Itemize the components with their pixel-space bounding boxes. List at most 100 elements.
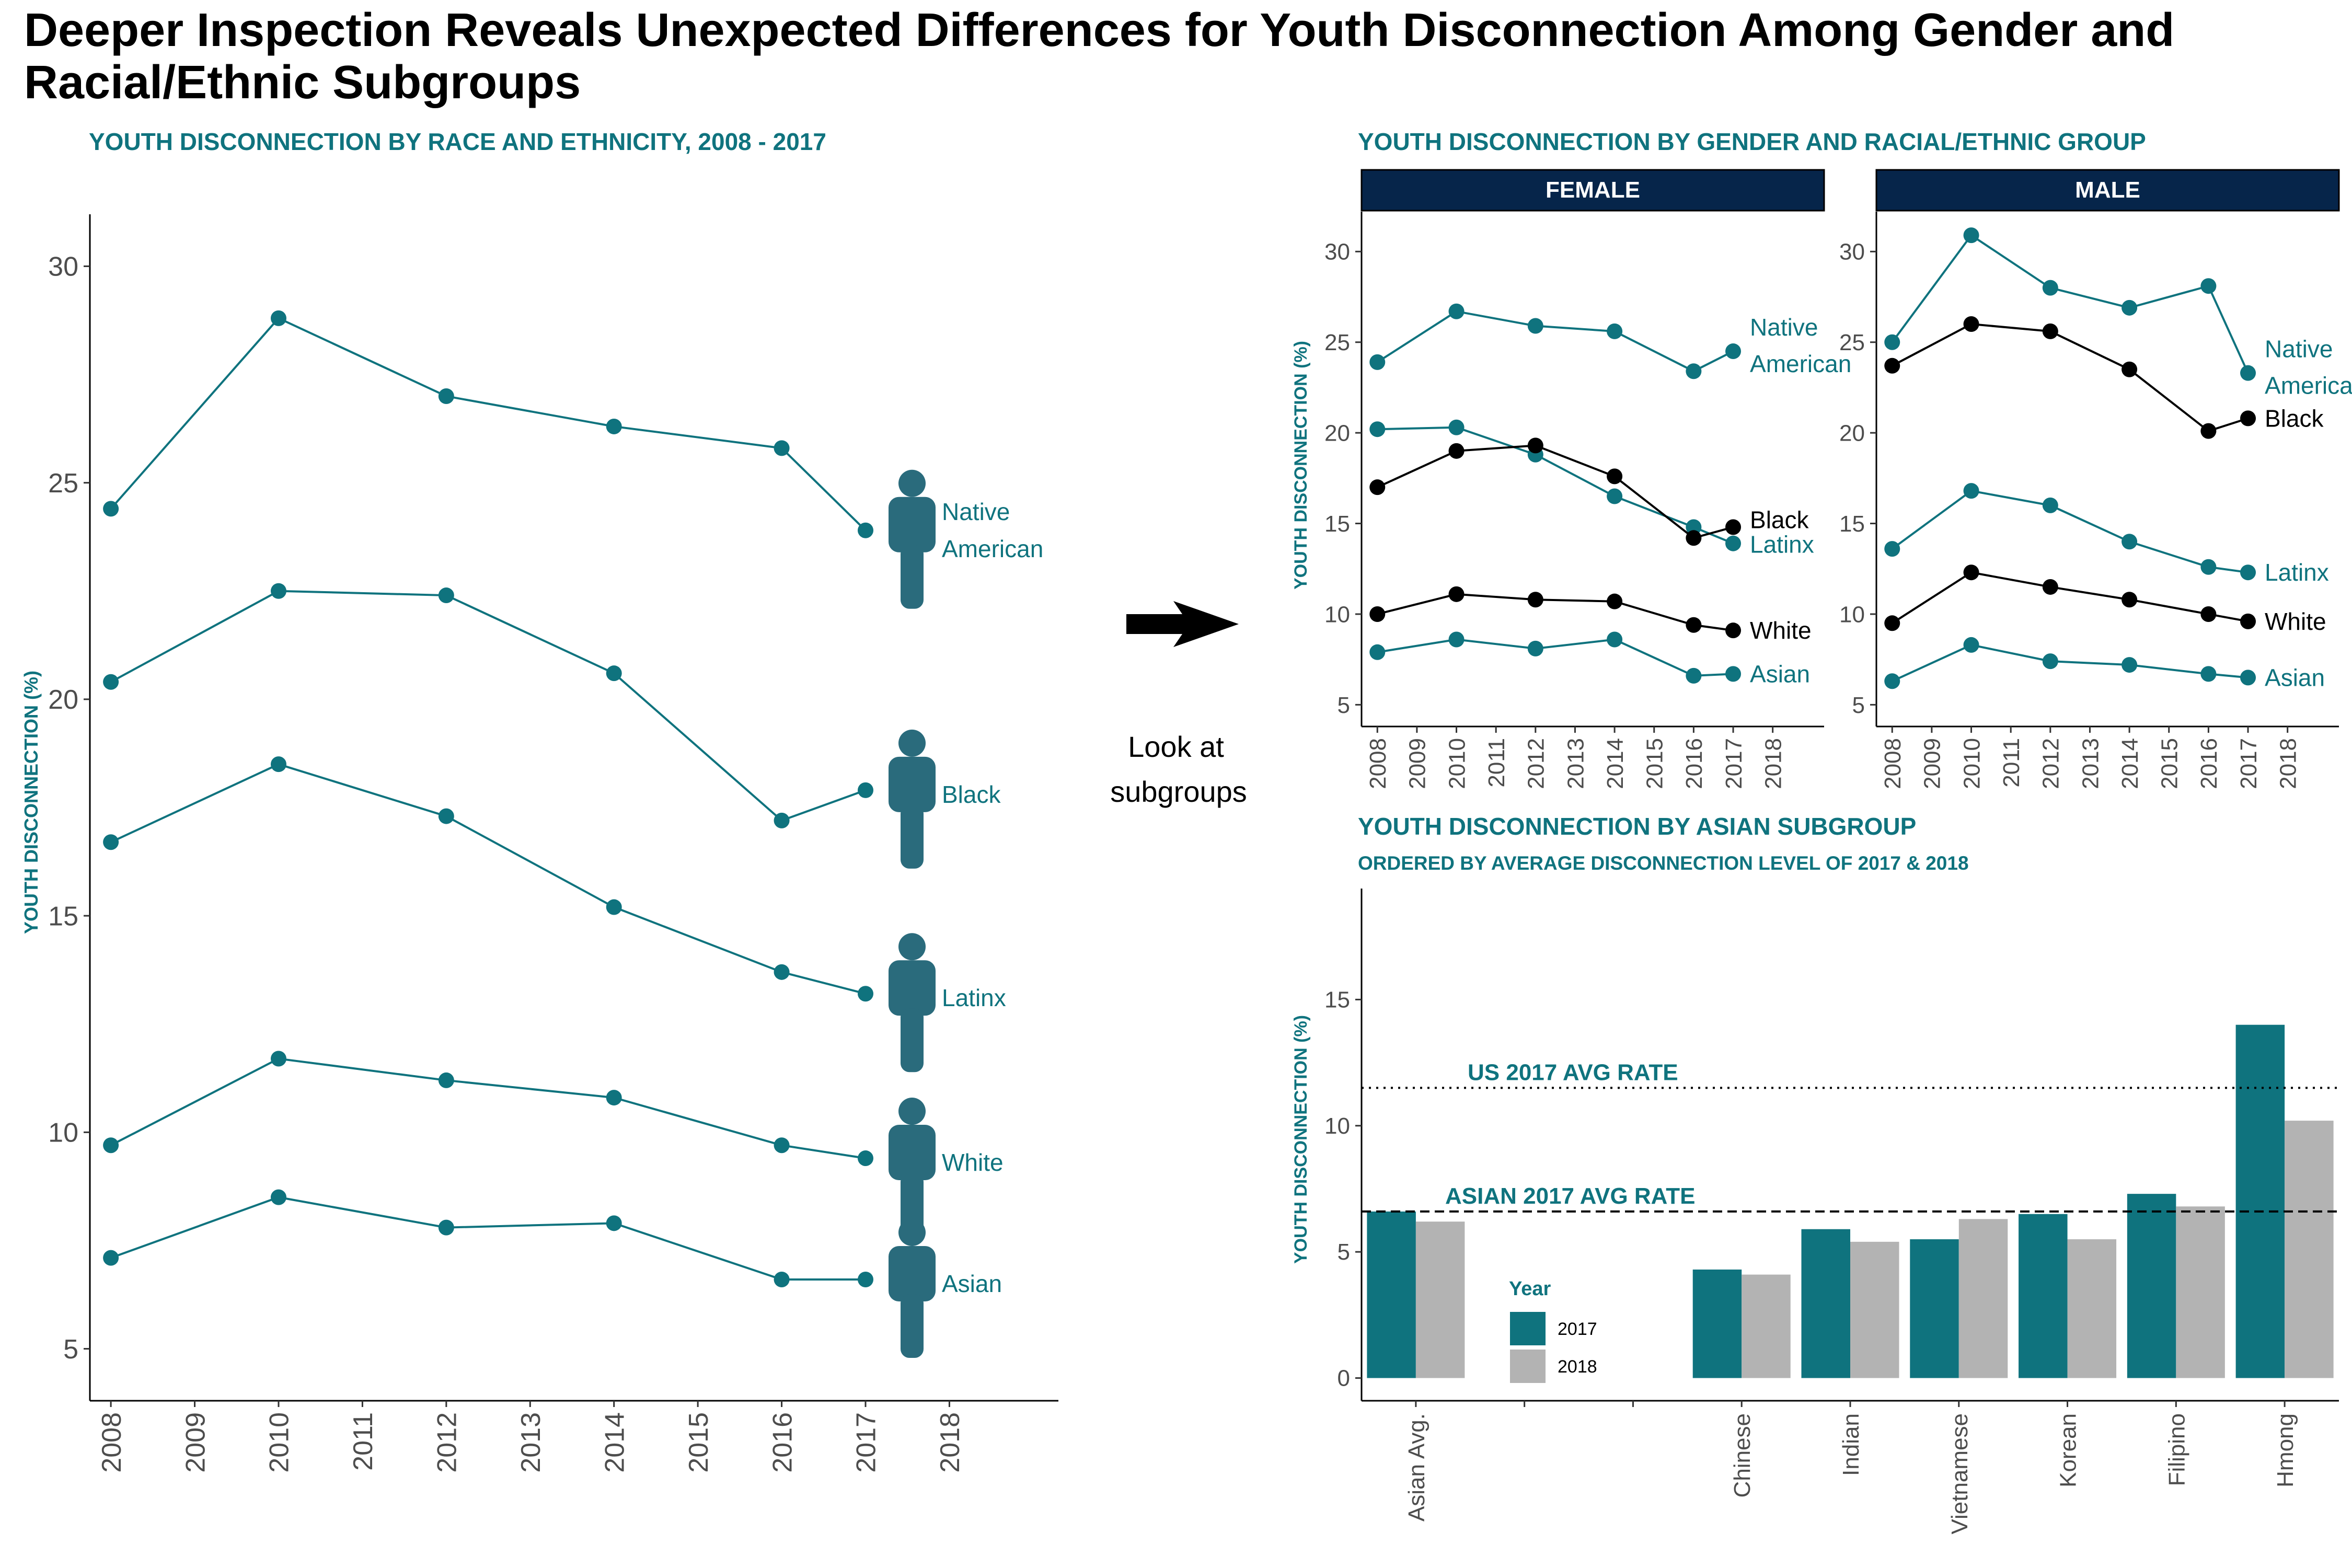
- gender-male-series-asian-point: [1963, 637, 1979, 653]
- gender-male-x-tick-label: 2013: [2078, 738, 2103, 789]
- person-icon: [889, 1098, 936, 1237]
- gender-female-series-latinx-point: [1448, 419, 1465, 435]
- asian-chart: YOUTH DISCONNECTION BY ASIAN SUBGROUP OR…: [1291, 813, 2339, 1535]
- race-series-native-american-point: [103, 501, 119, 517]
- gender-male-x-tick-label: 2018: [2276, 738, 2301, 789]
- race-series-black-point: [270, 756, 286, 773]
- asian-x-tick-label: Hmong: [2273, 1413, 2298, 1488]
- gender-series-label: Latinx: [2265, 559, 2329, 586]
- page-title: Deeper Inspection Reveals Unexpected Dif…: [24, 4, 2175, 109]
- facet-strip-male: [1875, 169, 2340, 212]
- gender-male-x-tick-label: 2008: [1880, 738, 1906, 789]
- gender-female-series-black-point: [1725, 519, 1742, 535]
- race-series-label: Native: [942, 498, 1010, 525]
- race-y-tick-label: 30: [48, 252, 78, 282]
- gender-female-x-tick-label: 2018: [1761, 738, 1786, 789]
- gender-male-x-tick-label: 2012: [2038, 738, 2064, 789]
- race-series-asian-point: [438, 1219, 454, 1236]
- bar-2017-vietnamese: [1910, 1239, 1959, 1378]
- gender-male-series-white-point: [1963, 564, 1979, 581]
- reference-line-label-asian-2017-avg-rate: ASIAN 2017 AVG RATE: [1445, 1183, 1695, 1209]
- race-series-label: Asian: [942, 1270, 1002, 1297]
- race-series-asian-point: [774, 1272, 790, 1288]
- gender-female-series-latinx-point: [1607, 488, 1623, 504]
- gender-female-series-latinx-point: [1369, 421, 1386, 437]
- legend-swatch-2018: [1510, 1350, 1546, 1383]
- gender-male-series-black-point: [2042, 323, 2058, 339]
- gender-female-x-tick-label: 2011: [1484, 738, 1509, 788]
- gender-male-series-white-point: [2122, 592, 2138, 608]
- gender-male-y-tick-label: 15: [1839, 511, 1865, 537]
- race-chart: YOUTH DISCONNECTION BY RACE AND ETHNICIT…: [20, 128, 1058, 1473]
- person-icon: [889, 469, 936, 609]
- gender-female-series-black-point: [1686, 530, 1702, 546]
- gender-female-series-white-point: [1725, 622, 1742, 639]
- bar-2018-hmong: [2285, 1121, 2334, 1378]
- race-y-tick-label: 25: [48, 468, 78, 499]
- gender-male-series-native-american-point: [2042, 280, 2058, 296]
- gender-female-series-white-point: [1448, 586, 1465, 602]
- bar-2017-indian: [1801, 1229, 1850, 1378]
- gender-male-x-tick-label: 2010: [1959, 738, 1985, 789]
- gender-female-series-white-line: [1377, 593, 1734, 632]
- bar-2017-chinese: [1692, 1269, 1742, 1378]
- bar-2018-korean: [2067, 1239, 2117, 1378]
- race-series-native-american-line: [110, 317, 867, 532]
- gender-series-label: Black: [1750, 506, 1809, 533]
- gender-female-series-native-american-line: [1377, 310, 1734, 373]
- race-series-native-american-point: [774, 440, 790, 456]
- race-series-black-line: [110, 763, 866, 995]
- gender-male-series-native-american-point: [2240, 365, 2256, 381]
- gender-series-label: Latinx: [1750, 531, 1814, 558]
- bar-2017-hmong: [2235, 1024, 2285, 1378]
- race-series-black-point: [103, 834, 119, 850]
- person-icon: [889, 933, 936, 1073]
- gender-male-series-native-american-point: [2200, 278, 2217, 294]
- gender-male-series-asian-point: [1884, 673, 1900, 689]
- asian-y-tick-label: 10: [1324, 1113, 1350, 1139]
- gender-female-series-native-american-point: [1527, 318, 1543, 334]
- gender-female-series-native-american-point: [1448, 303, 1465, 319]
- person-icon: [889, 729, 936, 869]
- gender-chart: YOUTH DISCONNECTION BY GENDER AND RACIAL…: [1291, 128, 2352, 789]
- race-series-black-point: [438, 808, 454, 824]
- gender-male-series-latinx-point: [2200, 559, 2217, 575]
- race-y-tick-label: 5: [63, 1334, 78, 1365]
- race-series-latinx-point: [606, 665, 622, 682]
- gender-series-label: Native: [2265, 336, 2333, 363]
- race-series-label: Black: [942, 781, 1001, 808]
- race-series-latinx-point: [858, 782, 874, 798]
- gender-female-series-black-point: [1607, 468, 1623, 485]
- race-series-black-point: [606, 899, 622, 915]
- asian-chart-subtitle: ORDERED BY AVERAGE DISCONNECTION LEVEL O…: [1358, 852, 1969, 874]
- gender-male-series-latinx-point: [1884, 541, 1900, 557]
- race-series-white-point: [774, 1137, 790, 1154]
- legend-title: Year: [1509, 1278, 1551, 1300]
- gender-female-series-native-american-point: [1369, 354, 1386, 370]
- bar-2017-korean: [2019, 1214, 2068, 1378]
- gender-female-y-tick-label: 25: [1324, 330, 1350, 355]
- facet-strip-label-male: MALE: [2075, 177, 2140, 203]
- gender-chart-title: YOUTH DISCONNECTION BY GENDER AND RACIAL…: [1358, 128, 2146, 155]
- look-at-subgroups-annotation: Look at subgroups: [1110, 601, 1247, 808]
- gender-male-series-white-point: [2240, 613, 2256, 629]
- legend-label-2018: 2018: [1558, 1357, 1597, 1377]
- gender-male-series-black-point: [1963, 316, 1979, 332]
- race-series-label: Latinx: [942, 984, 1006, 1011]
- gender-female-x-tick-label: 2016: [1681, 738, 1707, 789]
- race-series-latinx-point: [774, 812, 790, 828]
- asian-y-tick-label: 5: [1338, 1239, 1350, 1265]
- race-series-native-american-point: [270, 310, 286, 326]
- race-series-asian-point: [270, 1189, 286, 1205]
- gender-male-series-native-american-line: [1891, 234, 2249, 374]
- gender-male-y-tick-label: 20: [1839, 421, 1865, 446]
- gender-male-y-tick-label: 25: [1839, 330, 1865, 355]
- gender-chart-y-axis-title: YOUTH DISCONNECTION (%): [1291, 341, 1311, 590]
- race-x-tick-label: 2013: [516, 1412, 546, 1473]
- bar-2018-filipino: [2176, 1206, 2225, 1378]
- gender-female-series-asian-point: [1369, 644, 1386, 660]
- gender-male-series-black-line: [1892, 322, 2249, 432]
- race-series-white-line: [110, 1057, 866, 1160]
- reference-line-label-us-2017-avg-rate: US 2017 AVG RATE: [1468, 1059, 1678, 1085]
- race-series-asian-line: [110, 1196, 866, 1281]
